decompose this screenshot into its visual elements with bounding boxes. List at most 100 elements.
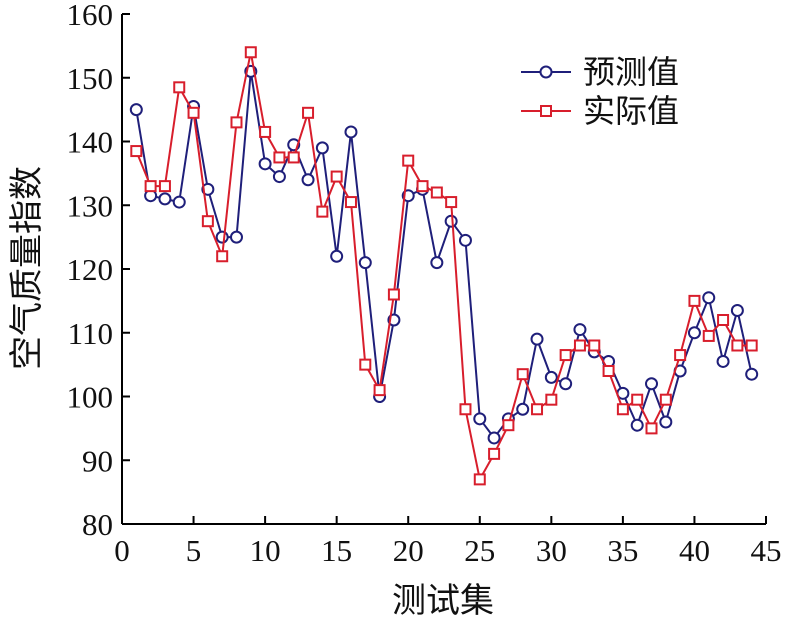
data-point [674, 349, 687, 362]
legend-marker-predicted [539, 65, 553, 79]
data-point [573, 339, 586, 352]
y-tick-label: 150 [67, 61, 114, 96]
data-point [158, 192, 172, 206]
data-point [216, 250, 229, 263]
data-point [544, 370, 558, 384]
y-tick-label: 160 [67, 0, 114, 32]
data-point [702, 329, 715, 342]
data-point [687, 326, 701, 340]
data-point [545, 393, 558, 406]
data-point [502, 419, 515, 432]
data-point [302, 106, 315, 119]
data-point [229, 230, 243, 244]
x-tick-label: 25 [464, 533, 495, 568]
y-tick-label: 130 [67, 188, 114, 223]
y-tick-label: 120 [67, 252, 114, 287]
x-tick-label: 5 [186, 533, 202, 568]
legend-label-actual: 实际值 [583, 92, 679, 130]
data-point [473, 412, 487, 426]
x-tick-label: 10 [250, 533, 281, 568]
data-point [588, 339, 601, 352]
data-point [358, 256, 372, 270]
data-point [745, 339, 758, 352]
data-point [173, 81, 186, 94]
data-point [716, 354, 730, 368]
x-tick-label: 15 [321, 533, 352, 568]
data-point [659, 393, 672, 406]
data-point [645, 377, 659, 391]
data-point [387, 288, 400, 301]
x-tick-label: 0 [114, 533, 130, 568]
y-tick-label: 80 [82, 507, 113, 542]
data-point [201, 182, 215, 196]
data-point [645, 422, 658, 435]
data-point [215, 230, 229, 244]
y-tick-label: 100 [67, 380, 114, 415]
data-point [259, 125, 272, 138]
series-layer [129, 46, 759, 486]
data-point [559, 349, 572, 362]
y-tick-label: 90 [82, 443, 113, 478]
data-point [688, 294, 701, 307]
data-point [531, 403, 544, 416]
data-point [530, 332, 544, 346]
data-point [402, 154, 415, 167]
legend-label-predicted: 预测值 [583, 53, 679, 91]
x-tick-label: 40 [679, 533, 710, 568]
data-point [745, 367, 759, 381]
data-point [473, 473, 486, 486]
data-point [244, 46, 257, 59]
series-line [135, 70, 753, 439]
data-point [316, 205, 329, 218]
data-point [631, 393, 644, 406]
x-tick-label: 35 [607, 533, 638, 568]
data-point [445, 196, 458, 209]
y-axis-title: 空气质量指数 [7, 166, 47, 370]
x-tick-label: 20 [393, 533, 424, 568]
data-point [330, 170, 343, 183]
data-point [559, 377, 573, 391]
data-point [187, 106, 200, 119]
y-tick-label: 110 [68, 316, 113, 351]
legend: 预测值 实际值 [521, 53, 679, 130]
data-point [516, 368, 529, 381]
data-point [416, 180, 429, 193]
data-point [172, 195, 186, 209]
data-point [301, 173, 315, 187]
data-point [273, 151, 286, 164]
x-tick-label: 30 [536, 533, 567, 568]
data-point [516, 402, 530, 416]
series-actual [130, 46, 758, 486]
data-point [459, 403, 472, 416]
data-point [359, 358, 372, 371]
data-point [344, 196, 357, 209]
data-point [158, 180, 171, 193]
data-point [130, 145, 143, 158]
data-point [201, 215, 214, 228]
data-point [373, 384, 386, 397]
data-point [330, 249, 344, 263]
data-point [430, 186, 443, 199]
y-tick-label: 140 [67, 125, 114, 160]
x-axis-title: 测试集 [392, 581, 494, 621]
axes: 80 90 100 110 120 130 140 150 160 0 5 10 15 20 25 30 35 4… [67, 0, 782, 568]
data-point [144, 180, 157, 193]
data-point [344, 125, 358, 139]
data-point [129, 103, 143, 117]
data-point [616, 403, 629, 416]
data-point [488, 447, 501, 460]
data-point [702, 291, 716, 305]
data-point [630, 418, 644, 432]
data-point [602, 365, 615, 377]
legend-marker-actual [540, 105, 552, 117]
data-point [573, 323, 587, 337]
data-point [287, 151, 300, 164]
data-point [730, 303, 744, 317]
data-point [230, 116, 243, 129]
data-point [272, 170, 286, 184]
data-point [258, 157, 272, 171]
x-tick-label: 45 [751, 533, 782, 568]
data-point [731, 339, 744, 352]
data-point [458, 233, 472, 247]
